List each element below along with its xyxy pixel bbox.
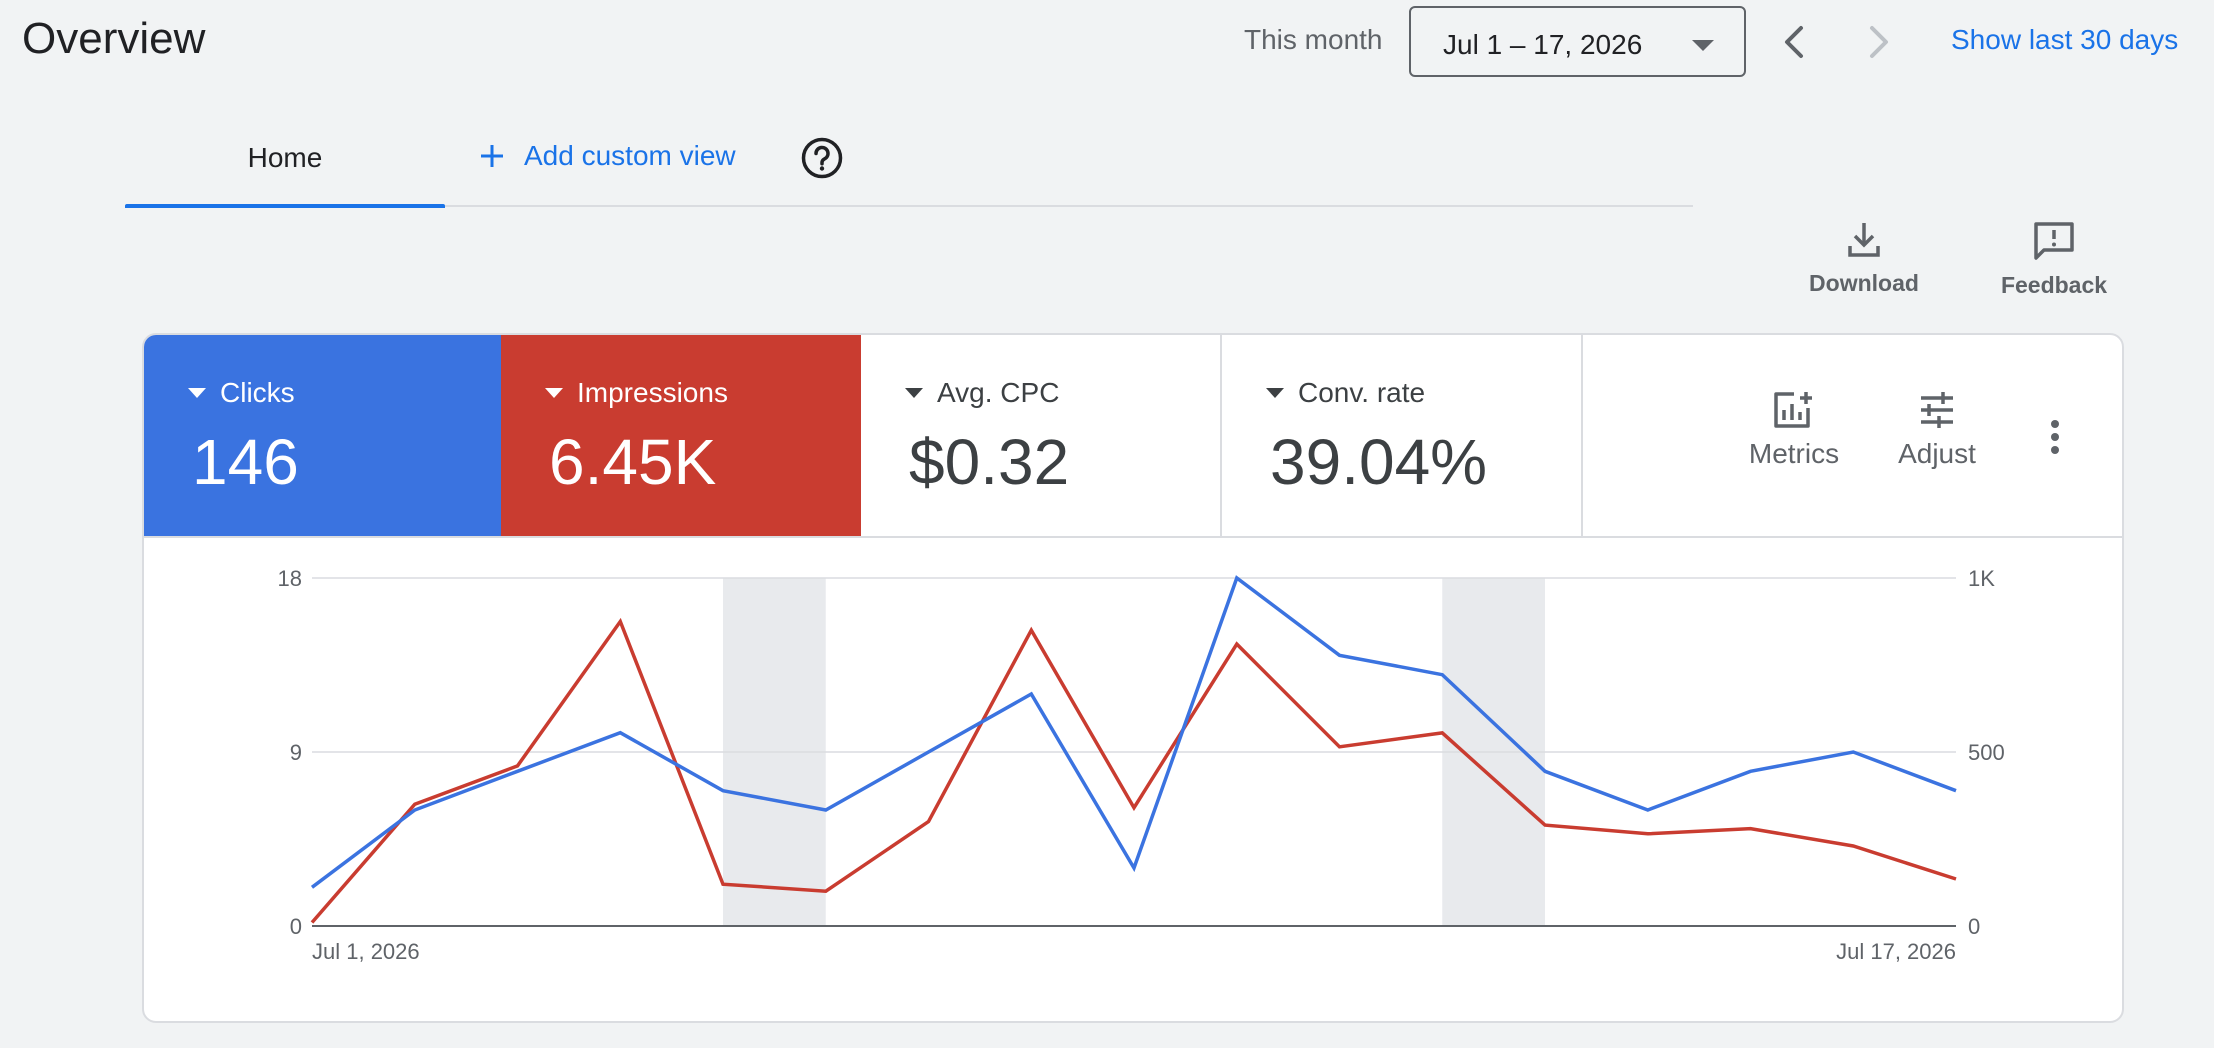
caret-down-icon[interactable] — [905, 388, 923, 398]
caret-down-icon[interactable] — [188, 388, 206, 398]
metric-tile-impressions[interactable]: Impressions 6.45K — [501, 335, 861, 536]
feedback-button[interactable]: Feedback — [1984, 220, 2124, 310]
metric-value: 146 — [192, 426, 299, 498]
add-custom-view-label: Add custom view — [524, 140, 736, 171]
chevron-right-icon — [1870, 26, 1888, 58]
download-label: Download — [1809, 270, 1919, 296]
left-axis-tick-label: 9 — [290, 740, 302, 765]
performance-card: Clicks 146 Impressions 6.45K Avg. CPC $0… — [142, 333, 2124, 1023]
metric-tile-avg-cpc[interactable]: Avg. CPC $0.32 — [861, 335, 1222, 536]
left-axis-tick-label: 18 — [278, 566, 302, 591]
x-axis-tick-label: Jul 1, 2026 — [312, 939, 420, 964]
x-axis-tick-label: Jul 17, 2026 — [1836, 939, 1956, 964]
performance-chart: 0 9 18 0 500 1K Jul 1, 2026 Jul 17, 2026 — [278, 566, 2005, 964]
right-axis-tick-label: 500 — [1968, 740, 2005, 765]
caret-down-icon[interactable] — [1266, 388, 1284, 398]
show-last-30-days-link[interactable]: Show last 30 days — [1951, 24, 2179, 55]
download-icon — [1848, 223, 1880, 257]
chevron-left-icon — [1785, 26, 1803, 58]
left-axis-tick-label: 0 — [290, 914, 302, 939]
metric-label: Impressions — [577, 377, 728, 408]
help-icon[interactable] — [800, 136, 844, 180]
more-options-button[interactable] — [2040, 415, 2070, 459]
metric-tiles: Clicks 146 Impressions 6.45K Avg. CPC $0… — [144, 335, 2122, 538]
page-title: Overview — [22, 14, 206, 63]
feedback-icon — [2034, 222, 2074, 260]
download-button[interactable]: Download — [1794, 220, 1934, 310]
next-period-button[interactable] — [1858, 20, 1898, 64]
adjust-button[interactable]: Adjust — [1882, 390, 1992, 470]
metric-value: 6.45K — [549, 426, 717, 498]
date-range-dropdown[interactable]: Jul 1 – 17, 2026 — [1409, 6, 1746, 77]
plus-icon — [481, 145, 503, 167]
caret-down-icon[interactable] — [545, 388, 563, 398]
feedback-label: Feedback — [2000, 272, 2108, 298]
date-range-value: Jul 1 – 17, 2026 — [1443, 29, 1643, 60]
more-vert-icon — [2051, 420, 2059, 454]
add-chart-icon — [1774, 392, 1812, 428]
metric-tile-conv-rate[interactable]: Conv. rate 39.04% — [1222, 335, 1583, 536]
tab-active-indicator — [125, 204, 445, 208]
metric-label: Conv. rate — [1298, 377, 1426, 408]
right-axis-tick-label: 0 — [1968, 914, 1980, 939]
series-line-clicks — [310, 575, 1957, 889]
series-line-impressions — [310, 617, 1957, 924]
right-axis-tick-label: 1K — [1968, 566, 1995, 591]
metric-value: 39.04% — [1270, 426, 1488, 498]
period-label: This month — [1244, 24, 1383, 55]
metrics-button[interactable]: Metrics — [1734, 390, 1854, 470]
previous-period-button[interactable] — [1775, 20, 1815, 64]
tab-home-label: Home — [247, 142, 323, 173]
metric-value: $0.32 — [909, 426, 1070, 498]
chevron-down-icon — [1692, 40, 1714, 51]
tab-home[interactable]: Home — [125, 126, 445, 208]
metric-label: Clicks — [220, 377, 295, 408]
add-custom-view-button[interactable]: Add custom view — [478, 140, 736, 172]
metric-label: Avg. CPC — [937, 377, 1060, 408]
metrics-label: Metrics — [1748, 438, 1840, 469]
tabs-divider — [125, 205, 1693, 207]
tune-icon — [1921, 392, 1953, 428]
adjust-label: Adjust — [1898, 438, 1976, 469]
metric-tile-clicks[interactable]: Clicks 146 — [144, 335, 501, 536]
